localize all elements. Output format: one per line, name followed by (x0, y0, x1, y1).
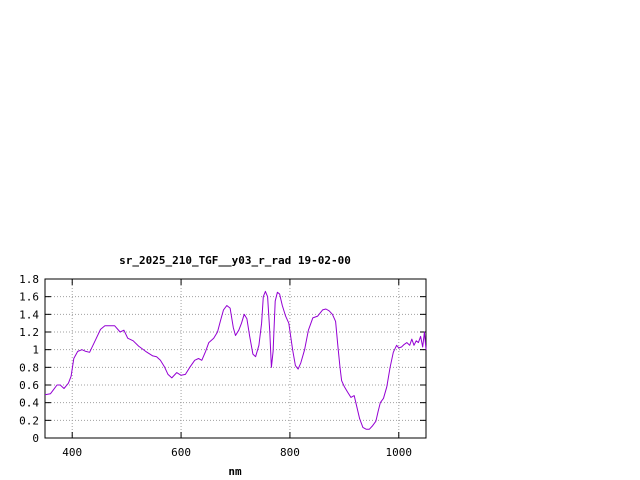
y-tick-label: 0.6 (19, 379, 39, 392)
y-tick-label: 1 (32, 344, 39, 357)
x-tick-label: 1000 (386, 446, 413, 459)
x-axis: 400 600 800 1000 (62, 279, 412, 459)
y-tick-label: 0.4 (19, 397, 39, 410)
y-tick-label: 1.4 (19, 308, 39, 321)
x-axis-label: nm (228, 465, 242, 478)
y-tick-label: 1.8 (19, 273, 39, 286)
y-tick-label: 0.2 (19, 414, 39, 427)
x-tick-label: 400 (62, 446, 82, 459)
series-line (44, 290, 427, 430)
y-tick-label: 1.2 (19, 326, 39, 339)
series-group (44, 290, 427, 430)
y-tick-label: 0 (32, 432, 39, 445)
y-axis: 0 0.2 0.4 0.6 0.8 1 1.2 1.4 1.6 1.8 (19, 273, 426, 445)
chart-title: sr_2025_210_TGF__y03_r_rad 19-02-00 (119, 254, 351, 267)
x-tick-label: 600 (171, 446, 191, 459)
y-tick-label: 0.8 (19, 361, 39, 374)
grid (45, 279, 426, 438)
y-tick-label: 1.6 (19, 291, 39, 304)
plot-frame (44, 278, 427, 439)
x-tick-label: 800 (280, 446, 300, 459)
